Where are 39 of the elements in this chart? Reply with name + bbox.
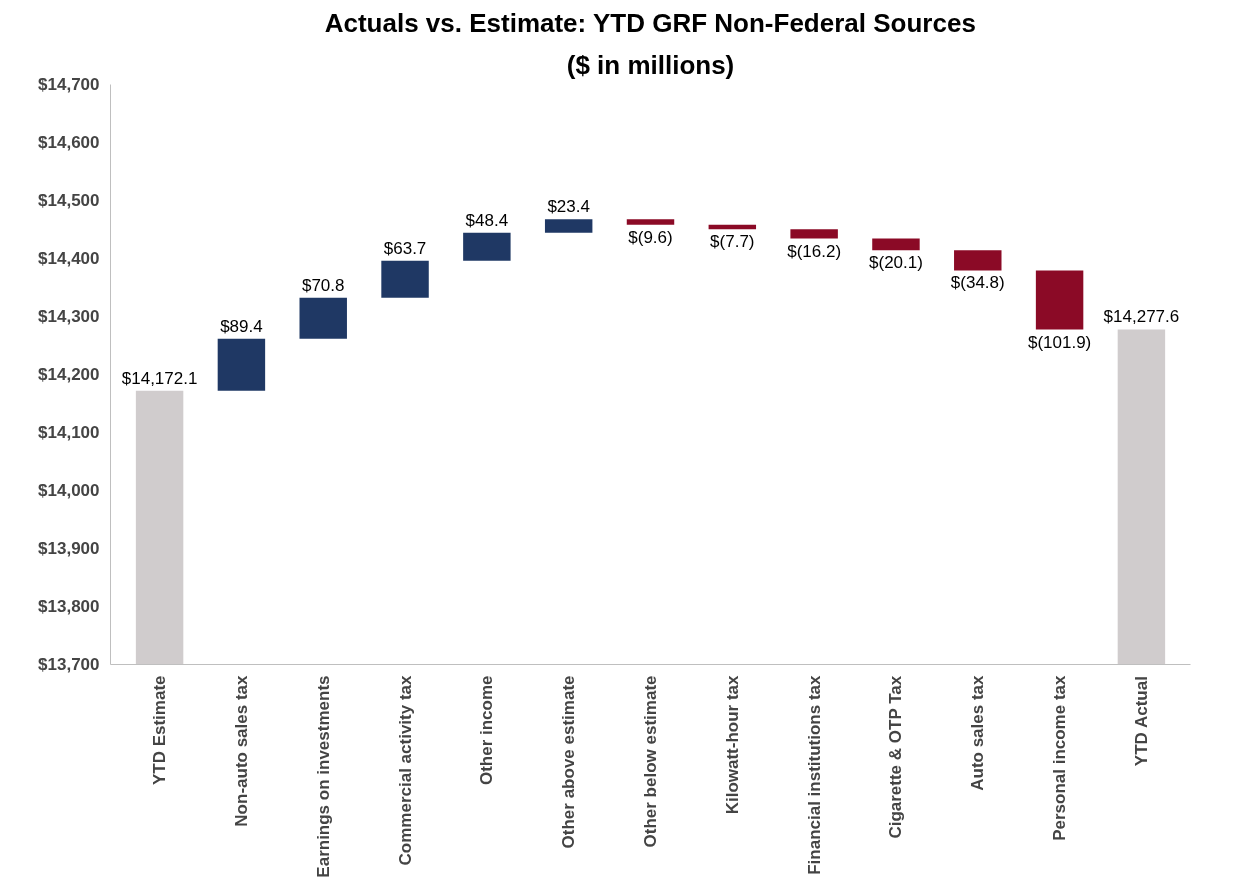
y-tick-label: $14,400 [38,249,100,268]
x-tick-label: Kilowatt-hour tax [722,674,742,815]
x-tick-label: Earnings on investments [313,675,333,878]
data-label: $(34.8) [950,273,1005,293]
x-tick-label: Financial institutions tax [804,674,824,875]
x-tick-label: YTD Estimate [150,675,170,786]
y-tick-label: $14,300 [38,307,100,326]
data-label: $(16.2) [787,241,842,261]
data-label: $(7.7) [710,232,755,252]
y-tick-label: $13,800 [38,597,100,616]
data-label: $(9.6) [628,227,673,247]
chart-subtitle: ($ in millions) [566,49,735,80]
x-tick-label: Personal income tax [1050,674,1070,841]
x-tick-label: Commercial activity tax [395,674,415,866]
y-tick-label: $13,900 [38,539,100,558]
y-tick-label: $14,200 [38,365,100,384]
data-label: $(20.1) [869,253,923,273]
data-label: $23.4 [547,197,590,217]
y-tick-label: $14,600 [38,133,100,152]
data-label: $14,172.1 [121,368,198,388]
data-label: $63.7 [383,238,427,258]
y-tick-label: $14,000 [38,481,100,500]
x-tick-label: Cigarette & OTP Tax [886,675,906,839]
y-tick-label: $13,700 [38,655,100,674]
x-tick-label: Other below estimate [641,675,660,848]
data-label: $(101.9) [1027,332,1092,352]
y-tick-label: $14,500 [38,191,100,210]
data-label: $70.8 [301,275,345,295]
chart-title: Actuals vs. Estimate: YTD GRF Non-Federal Sources [324,7,976,38]
data-label: $89.4 [220,316,263,336]
x-tick-label: Other above estimate [559,675,579,849]
y-tick-label: $14,700 [38,75,100,94]
x-tick-label: Other income [477,675,497,786]
y-tick-label: $14,100 [38,423,100,442]
x-tick-label: Auto sales tax [968,674,988,791]
x-tick-label: Non-auto sales tax [231,674,251,827]
data-label: $48.4 [465,210,509,230]
x-tick-label: YTD Actual [1131,676,1151,767]
data-label: $14,277.6 [1103,307,1180,327]
